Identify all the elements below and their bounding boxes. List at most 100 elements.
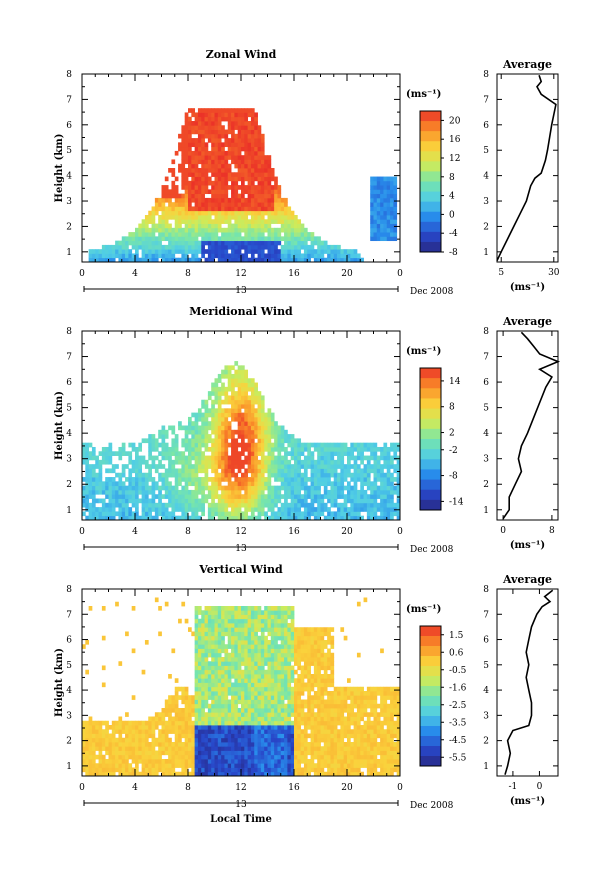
heatmap-cell [340, 257, 345, 263]
heatmap-cell [191, 232, 196, 237]
heatmap-cell [383, 489, 388, 495]
heatmap-cell [224, 236, 229, 242]
heatmap-cell [254, 425, 258, 431]
heatmap-cell [204, 240, 209, 246]
heatmap-cell [174, 729, 179, 734]
heatmap-cell [237, 511, 242, 517]
heatmap-cell [234, 210, 239, 216]
heatmap-cell [264, 193, 268, 199]
heatmap-cell [247, 459, 252, 465]
heatmap-cell [188, 163, 192, 169]
heatmap-cell [158, 712, 162, 717]
heatmap-cell [227, 434, 232, 439]
heatmap-cell [254, 116, 258, 122]
heatmap-cell [294, 481, 298, 487]
heatmap-cell [353, 249, 358, 254]
heatmap-cell [158, 240, 162, 246]
heatmap-cell [241, 210, 245, 216]
y-tick-label: 1 [66, 248, 72, 258]
heatmap-cell [376, 185, 381, 190]
heatmap-cell [224, 395, 229, 401]
heatmap-cell [105, 507, 109, 512]
heatmap-cell [194, 455, 199, 461]
heatmap-cell [330, 464, 335, 469]
heatmap-cell [234, 652, 239, 658]
heatmap-cell [188, 223, 192, 229]
heatmap-cell [260, 742, 265, 747]
heatmap-cell [260, 429, 265, 435]
heatmap-cell [350, 472, 355, 478]
heatmap-cell [270, 193, 275, 199]
heatmap-cell [234, 193, 239, 199]
heatmap-cell [141, 481, 146, 487]
heatmap-cell [154, 240, 159, 246]
heatmap-cell [98, 725, 103, 730]
heatmap-cell [290, 498, 295, 504]
heatmap-cell [237, 678, 242, 683]
heatmap-cell [221, 640, 225, 645]
heatmap-cell [118, 511, 123, 517]
heatmap-cell [320, 468, 325, 474]
heatmap-cell [174, 686, 179, 692]
heatmap-cell [204, 494, 209, 499]
heatmap-cell [257, 464, 262, 469]
heatmap-cell [161, 720, 166, 726]
heatmap-cell [247, 618, 252, 624]
heatmap-cell [88, 502, 93, 508]
heatmap-cell [244, 618, 249, 624]
heatmap-cell [128, 742, 133, 747]
heatmap-cell [138, 720, 143, 726]
heatmap-cell [290, 442, 295, 448]
heatmap-cell [234, 606, 239, 611]
heatmap-cell [376, 446, 381, 452]
heatmap-cell [260, 627, 265, 632]
heatmap-cell [267, 155, 272, 160]
heatmap-cell [91, 481, 96, 487]
heatmap-cell [250, 631, 255, 637]
heatmap-cell [201, 172, 205, 177]
heatmap-cell [161, 485, 166, 491]
heatmap-cell [88, 249, 93, 254]
heatmap-cell [128, 733, 133, 739]
heatmap-cell [277, 434, 282, 439]
heatmap-cell [360, 468, 364, 474]
heatmap-cell [260, 767, 265, 773]
heatmap-cell [101, 257, 106, 263]
heatmap-cell [201, 121, 205, 126]
heatmap-cell [231, 759, 235, 764]
heatmap-cell [390, 215, 394, 220]
heatmap-cell [224, 494, 229, 499]
heatmap-cell [254, 767, 258, 773]
heatmap-cell [260, 750, 265, 756]
heatmap-cell [277, 489, 282, 495]
heatmap-cell [260, 472, 265, 478]
heatmap-cell [148, 771, 152, 777]
heatmap-cell [396, 446, 401, 452]
heatmap-cell [234, 746, 239, 751]
heatmap-cell [118, 446, 123, 452]
heatmap-cell [254, 386, 258, 392]
heatmap-cell [224, 129, 229, 135]
heatmap-cell [144, 232, 149, 237]
heatmap-cell [211, 733, 215, 739]
heatmap-cell [340, 515, 345, 521]
heatmap-cell [197, 771, 202, 777]
heatmap-cell [138, 515, 143, 521]
heatmap-cell [144, 249, 149, 254]
heatmap-cell [214, 674, 219, 679]
heatmap-cell [343, 494, 348, 499]
heatmap-cell [194, 244, 199, 250]
heatmap-cell [254, 695, 258, 700]
heatmap-cell [217, 459, 222, 465]
heatmap-cell [227, 720, 232, 726]
heatmap-cell [181, 150, 186, 156]
heatmap-cell [197, 455, 202, 461]
heatmap-cell [204, 498, 209, 504]
date-label: 13 [235, 286, 247, 296]
heatmap-cell [197, 249, 202, 254]
heatmap-cell [250, 720, 255, 726]
heatmap-cell [300, 498, 305, 504]
heatmap-cell [181, 712, 186, 717]
heatmap-cell [144, 729, 149, 734]
heatmap-cell [201, 725, 205, 730]
